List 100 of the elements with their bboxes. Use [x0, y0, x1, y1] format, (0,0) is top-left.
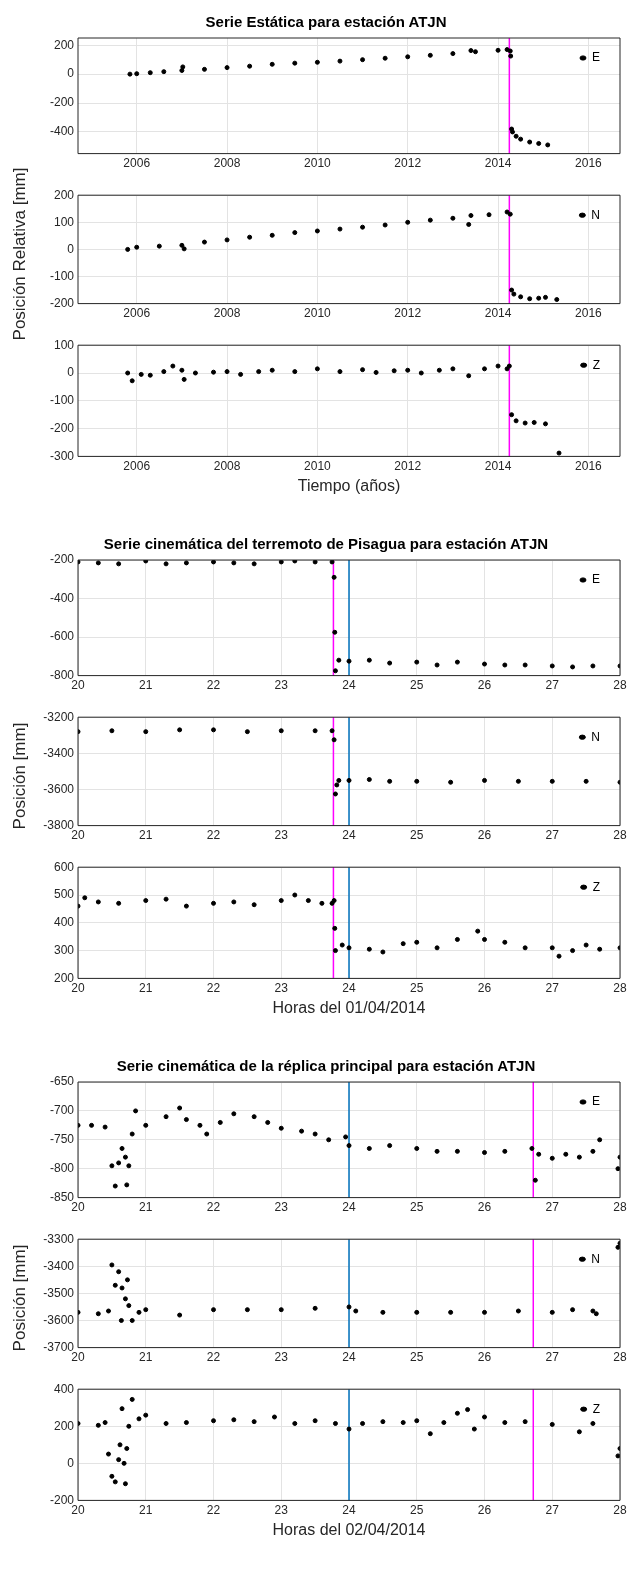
legend-label: Z	[592, 357, 601, 372]
x-tick-label: 2016	[575, 458, 603, 473]
x-tick-label: 2012	[394, 306, 422, 321]
x-tick-label: 2016	[575, 306, 603, 321]
x-tick-label: 2014	[484, 156, 512, 171]
y-tick-label: -300	[49, 448, 75, 463]
x-tick-label: 27	[545, 828, 560, 843]
y-tick-label: -3600	[43, 1312, 75, 1327]
x-axis-title: Horas del 01/04/2014	[272, 998, 426, 1016]
x-tick-label: 2010	[304, 156, 332, 171]
x-tick-label: 2010	[304, 458, 332, 473]
y-tick-label: -700	[49, 1103, 75, 1118]
x-tick-label: 21	[139, 1200, 153, 1215]
x-tick-label: 24	[342, 828, 356, 843]
x-tick-label: 27	[545, 1350, 560, 1365]
x-tick-label: 2016	[575, 156, 603, 171]
x-tick-label: 27	[545, 678, 560, 693]
y-axis-title: Posición [mm]	[10, 1244, 30, 1352]
x-tick-label: 2006	[123, 156, 151, 171]
y-tick-label: 0	[67, 1455, 75, 1470]
y-tick-label: -750	[49, 1132, 75, 1147]
x-tick-label: 21	[139, 1502, 153, 1517]
x-tick-label: 23	[274, 1200, 289, 1215]
y-tick-label: 200	[53, 187, 75, 202]
x-tick-label: 22	[206, 980, 221, 995]
x-tick-label: 25	[410, 678, 424, 693]
y-tick-label: 600	[53, 859, 75, 874]
y-tick-label: -3300	[43, 1231, 75, 1246]
x-tick-label: 24	[342, 678, 356, 693]
x-tick-label: 24	[342, 1200, 356, 1215]
x-tick-label: 25	[410, 1502, 424, 1517]
legend-label: N	[591, 1251, 601, 1266]
y-tick-label: -200	[49, 420, 75, 435]
x-tick-label: 24	[342, 980, 356, 995]
chart-title: Serie Estática para estación ATJN	[205, 13, 447, 31]
x-tick-label: 2008	[213, 156, 241, 171]
x-tick-label: 25	[410, 980, 424, 995]
x-tick-label: 2012	[394, 156, 422, 171]
legend-label: Z	[592, 879, 601, 894]
x-tick-label: 23	[274, 828, 289, 843]
x-tick-label: 27	[545, 1200, 560, 1215]
y-tick-label: 500	[53, 887, 75, 902]
x-tick-label: 28	[613, 678, 627, 693]
legend-label: E	[592, 1094, 601, 1109]
x-tick-label: 26	[477, 828, 492, 843]
y-axis-title: Posición Relativa [mm]	[10, 167, 30, 341]
x-tick-label: 2008	[213, 306, 241, 321]
x-axis-title: Tiempo (años)	[297, 476, 401, 494]
x-tick-label: 28	[613, 828, 627, 843]
x-tick-label: 23	[274, 1350, 289, 1365]
y-tick-label: -200	[49, 552, 75, 567]
y-tick-label: 100	[53, 337, 75, 352]
y-tick-label: -200	[49, 95, 75, 110]
x-tick-label: 26	[477, 980, 492, 995]
x-tick-label: 24	[342, 1502, 356, 1517]
x-tick-label: 28	[613, 1502, 627, 1517]
x-tick-label: 2008	[213, 458, 241, 473]
y-tick-label: -3400	[43, 1258, 75, 1273]
x-tick-label: 22	[206, 678, 221, 693]
y-tick-label: 100	[53, 214, 75, 229]
y-axis-title: Posición [mm]	[10, 722, 30, 830]
x-axis-title: Horas del 02/04/2014	[272, 1520, 426, 1538]
legend-label: Z	[592, 1401, 601, 1416]
y-tick-label: -3500	[43, 1285, 75, 1300]
y-tick-label: 200	[53, 1418, 75, 1433]
x-tick-label: 21	[139, 828, 153, 843]
legend-label: E	[592, 50, 601, 65]
y-tick-label: 400	[53, 915, 75, 930]
y-tick-label: 0	[67, 66, 75, 81]
x-tick-label: 21	[139, 678, 153, 693]
x-tick-label: 25	[410, 1350, 424, 1365]
y-tick-label: -3200	[43, 709, 75, 724]
x-tick-label: 25	[410, 828, 424, 843]
y-tick-label: -3600	[43, 781, 75, 796]
x-tick-label: 2012	[394, 458, 422, 473]
x-tick-label: 27	[545, 980, 560, 995]
x-tick-label: 26	[477, 1350, 492, 1365]
y-tick-label: -3400	[43, 745, 75, 760]
y-tick-label: -650	[49, 1074, 75, 1089]
legend-label: N	[591, 207, 601, 222]
x-tick-label: 27	[545, 1502, 560, 1517]
x-tick-label: 21	[139, 1350, 153, 1365]
x-tick-label: 2014	[484, 306, 512, 321]
x-tick-label: 22	[206, 1502, 221, 1517]
x-tick-label: 24	[342, 1350, 356, 1365]
y-tick-label: -400	[49, 124, 75, 139]
y-tick-label: 300	[53, 942, 75, 957]
x-tick-label: 21	[139, 980, 153, 995]
y-tick-label: 400	[53, 1381, 75, 1396]
chart-title: Serie cinemática del terremoto de Pisagua para estación ATJN	[103, 535, 549, 553]
x-tick-label: 22	[206, 828, 221, 843]
x-tick-label: 26	[477, 1200, 492, 1215]
x-tick-label: 2010	[304, 306, 332, 321]
x-tick-label: 28	[613, 1200, 627, 1215]
y-tick-label: -800	[49, 1161, 75, 1176]
y-tick-label: -400	[49, 590, 75, 605]
y-tick-label: 0	[67, 241, 75, 256]
y-tick-label: 0	[67, 365, 75, 380]
x-tick-label: 23	[274, 678, 289, 693]
x-tick-label: 2006	[123, 306, 151, 321]
